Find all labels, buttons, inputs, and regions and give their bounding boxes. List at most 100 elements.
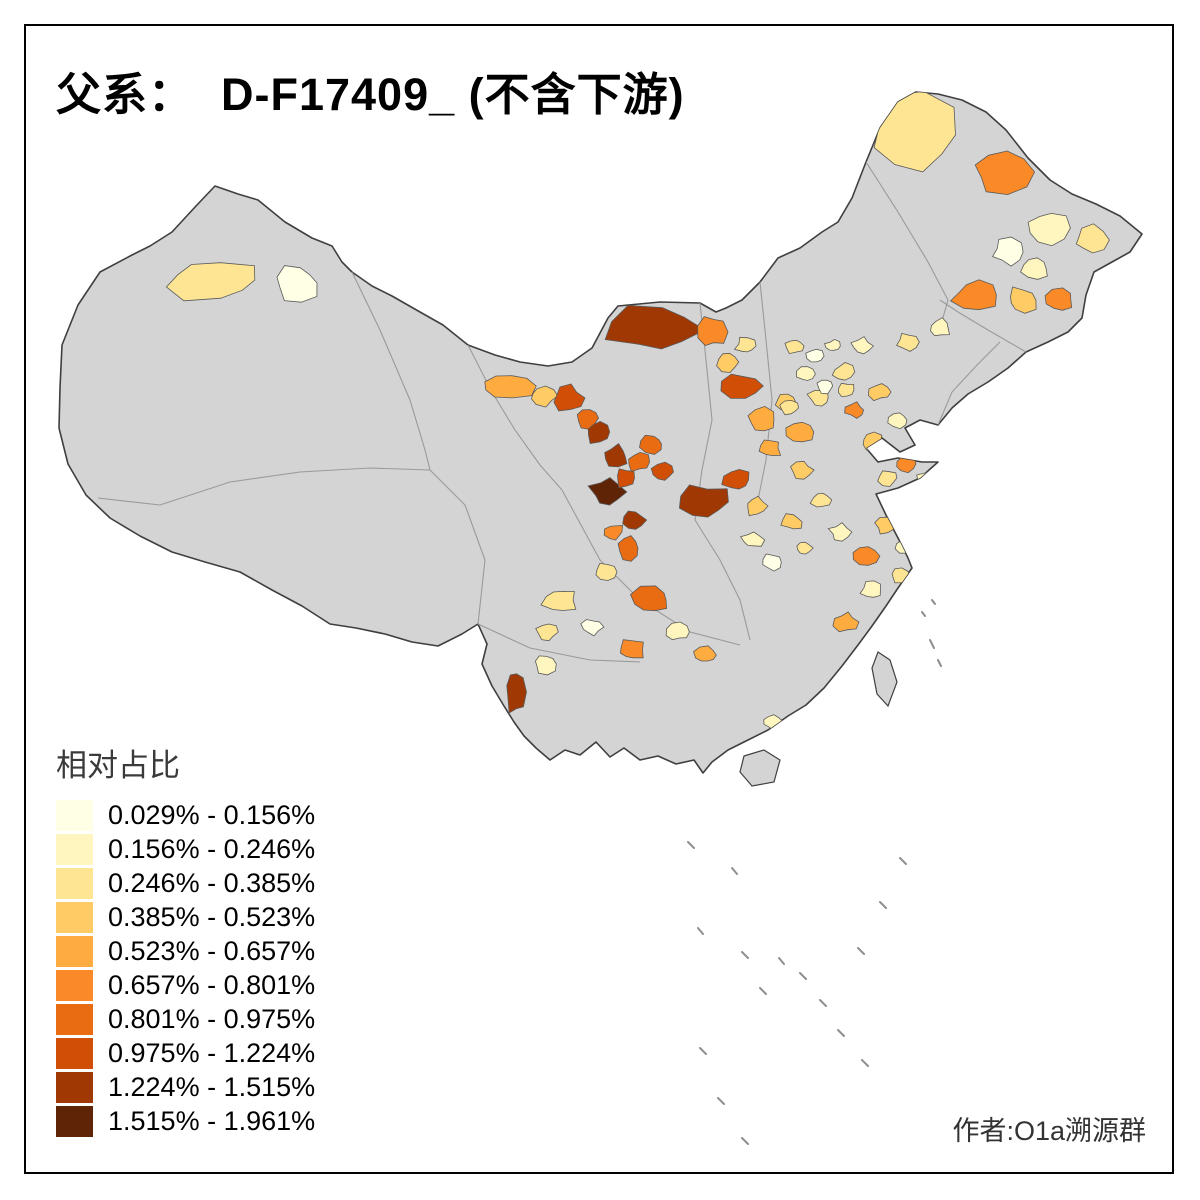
map-region (930, 317, 950, 337)
legend-swatch (56, 1106, 93, 1137)
map-region (276, 265, 318, 303)
map-region (747, 495, 769, 517)
map-region (832, 611, 860, 633)
map-region (823, 338, 841, 351)
legend-row: 0.246% - 0.385% (56, 867, 315, 900)
map-region (553, 383, 586, 412)
legend-swatch (56, 970, 93, 1001)
map-region (506, 673, 527, 714)
map-region (721, 468, 750, 490)
map-region (867, 383, 892, 402)
map-region (1020, 257, 1048, 280)
map-region (747, 405, 775, 432)
map-region (780, 513, 803, 530)
map-region (720, 373, 764, 399)
map-region (604, 443, 628, 468)
legend-bin-label: 0.246% - 0.385% (108, 868, 316, 898)
legend-title: 相对占比 (56, 748, 180, 783)
map-region (697, 316, 729, 346)
map-region (540, 590, 577, 611)
map-region (992, 236, 1024, 267)
legend-swatch (56, 1072, 93, 1103)
legend-swatch (56, 800, 93, 831)
map-region (789, 460, 815, 480)
map-region (739, 531, 766, 547)
legend-swatch (56, 1004, 93, 1035)
legend-row: 1.515% - 1.961% (56, 1105, 315, 1138)
map-region (603, 525, 624, 541)
map-region (809, 492, 833, 508)
map-region (535, 623, 559, 642)
attribution-text: 作者:O1a溯源群 (952, 1116, 1146, 1146)
map-region (877, 470, 898, 487)
map-region (619, 639, 644, 659)
legend-row: 0.801% - 0.975% (56, 1003, 315, 1036)
map-region (785, 421, 815, 443)
map-region (622, 510, 648, 530)
taiwan-island (871, 651, 898, 708)
legend-row: 0.975% - 1.224% (56, 1037, 315, 1070)
map-region (827, 522, 853, 542)
legend-bin-label: 1.224% - 1.515% (108, 1072, 316, 1102)
map-region (859, 580, 882, 598)
map-region (837, 382, 855, 398)
map-region (580, 619, 605, 637)
legend-swatch (56, 868, 93, 899)
map-region (1027, 212, 1071, 247)
map-region (873, 92, 956, 173)
legend-swatch (56, 902, 93, 933)
map-region (617, 468, 635, 489)
legend-row: 1.224% - 1.515% (56, 1071, 315, 1104)
legend-swatch (56, 1038, 93, 1069)
legend-bin-label: 0.657% - 0.801% (108, 970, 316, 1000)
map-region (484, 375, 537, 399)
map-region (716, 352, 740, 373)
legend-bin-label: 0.523% - 0.657% (108, 936, 316, 966)
map-region (896, 332, 920, 352)
map-region (165, 262, 256, 302)
map-region (949, 279, 997, 311)
legend: 相对占比 0.029% - 0.156% 0.156% - 0.246% 0.246… (56, 740, 315, 1139)
map-region (1044, 287, 1073, 311)
map-region (617, 535, 639, 562)
map-region (665, 621, 690, 641)
choropleth-regions (165, 92, 1110, 731)
legend-bin-label: 0.975% - 1.224% (108, 1038, 316, 1068)
legend-swatch (56, 834, 93, 865)
map-region (852, 546, 881, 566)
legend-row: 0.156% - 0.246% (56, 833, 315, 866)
legend-row: 0.385% - 0.523% (56, 901, 315, 934)
legend-row: 0.657% - 0.801% (56, 969, 315, 1002)
map-region (974, 150, 1036, 196)
legend-bin-label: 1.515% - 1.961% (108, 1106, 316, 1136)
map-region (1010, 286, 1037, 314)
map-title: 父系： D-F17409_ (不含下游) (56, 69, 685, 120)
legend-swatch (56, 936, 93, 967)
hainan-island (739, 749, 781, 787)
map-region (733, 336, 757, 353)
legend-rows: 0.029% - 0.156% 0.156% - 0.246% 0.246% - 0… (56, 799, 315, 1138)
map-region (1075, 223, 1110, 254)
map-region (587, 477, 628, 506)
map-region (628, 451, 651, 472)
province-borders (97, 161, 1027, 663)
map-region (779, 400, 799, 416)
legend-row: 0.029% - 0.156% (56, 799, 315, 832)
map-region (595, 562, 618, 581)
map-region (831, 362, 856, 381)
map-region (796, 366, 816, 381)
map-region (762, 553, 782, 572)
map-region (678, 484, 729, 518)
map-region (816, 379, 834, 395)
map-region (604, 305, 706, 350)
map-region (639, 434, 662, 455)
legend-bin-label: 0.801% - 0.975% (108, 1004, 316, 1034)
map-region (693, 645, 717, 662)
map-region (796, 541, 814, 555)
legend-bin-label: 0.385% - 0.523% (108, 902, 316, 932)
map-region (534, 655, 557, 676)
map-region (784, 339, 805, 355)
map-region (862, 431, 883, 454)
map-region (805, 348, 825, 363)
